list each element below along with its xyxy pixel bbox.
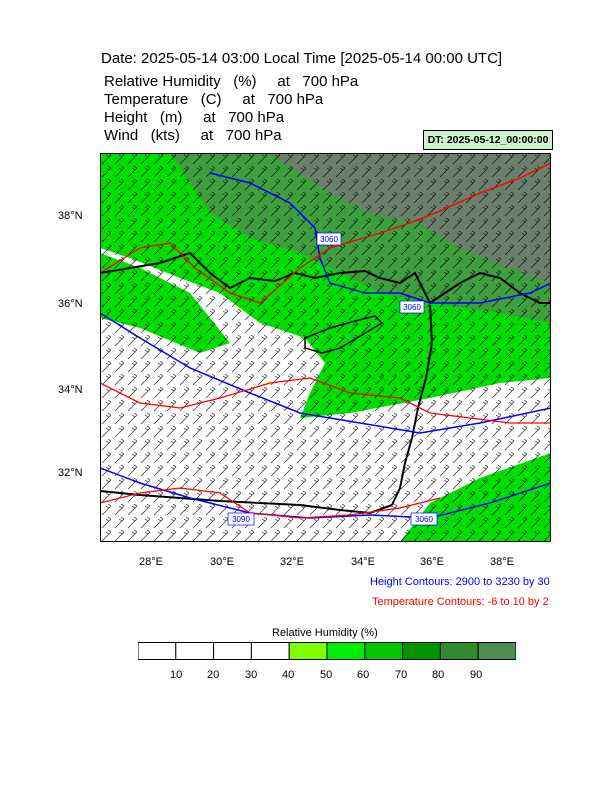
height-contour-label-1: 3060 <box>316 232 342 246</box>
lon-label-36e: 36°E <box>420 556 444 568</box>
temperature-contour-mid <box>100 377 551 424</box>
map-title: Date: 2025-05-14 03:00 Local Time [2025-… <box>101 50 503 67</box>
colorbar-swatch <box>250 642 290 660</box>
lat-label-32n: 32°N <box>58 467 83 479</box>
colorbar-swatch <box>138 642 177 660</box>
lon-label-38e: 38°E <box>490 556 514 568</box>
lon-label-32e: 32°E <box>280 556 304 568</box>
coastline-cyprus <box>304 315 384 354</box>
height-contour-label-2: 3060 <box>399 300 425 314</box>
colorbar-title: Relative Humidity (%) <box>272 627 378 639</box>
height-contour-label-3: 3090 <box>227 512 255 526</box>
variable-line-wind: Wind (kts) at 700 hPa <box>104 127 282 144</box>
colorbar-swatch <box>402 642 441 660</box>
height-contours-note: Height Contours: 2900 to 3230 by 30 <box>370 576 550 588</box>
colorbar-label-90: 90 <box>470 669 483 681</box>
colorbar-swatch <box>364 642 404 660</box>
map-frame <box>100 153 551 542</box>
wind-barbs <box>100 153 551 542</box>
svg-text:3060: 3060 <box>320 235 338 244</box>
init-time-badge: DT: 2025-05-12_00:00:00 <box>423 130 553 150</box>
colorbar-label-20: 20 <box>207 669 220 681</box>
lon-label-30e: 30°E <box>210 556 234 568</box>
coastline-turkey <box>100 251 551 305</box>
colorbar-label-40: 40 <box>282 669 295 681</box>
colorbar-swatch <box>175 642 215 660</box>
variable-line-rh: Relative Humidity (%) at 700 hPa <box>104 73 359 90</box>
coastline-levant <box>391 304 434 506</box>
variable-line-height: Height (m) at 700 hPa <box>104 109 285 126</box>
temperature-contours-note: Temperature Contours: -6 to 10 by 2 <box>372 596 549 608</box>
temperature-contour-north <box>259 162 551 304</box>
lon-label-28e: 28°E <box>139 556 163 568</box>
colorbar-swatch <box>477 642 516 660</box>
height-contour-mid <box>100 312 551 434</box>
colorbar-label-50: 50 <box>320 669 333 681</box>
colorbar-label-70: 70 <box>395 669 408 681</box>
colorbar-swatch <box>326 642 366 660</box>
lat-label-36n: 36°N <box>58 298 83 310</box>
lat-label-34n: 34°N <box>58 384 83 396</box>
svg-text:3060: 3060 <box>415 515 433 524</box>
colorbar-label-30: 30 <box>245 669 258 681</box>
colorbar-label-60: 60 <box>357 669 370 681</box>
colorbar-swatch <box>439 642 479 660</box>
colorbar <box>138 642 516 660</box>
lon-label-34e: 34°E <box>351 556 375 568</box>
colorbar-label-10: 10 <box>170 669 183 681</box>
height-contour-label-4: 3060 <box>410 512 438 526</box>
coastline-egypt <box>100 490 393 515</box>
height-contour-north <box>209 172 551 304</box>
svg-text:3060: 3060 <box>403 303 421 312</box>
variable-line-temperature: Temperature (C) at 700 hPa <box>104 91 324 108</box>
weather-map: 3060 3060 3090 3060 <box>100 153 551 542</box>
temperature-contour-north-2 <box>100 242 261 304</box>
colorbar-swatch <box>288 642 328 660</box>
colorbar-label-80: 80 <box>432 669 445 681</box>
colorbar-swatch <box>213 642 252 660</box>
lat-label-38n: 38°N <box>58 210 83 222</box>
svg-text:3090: 3090 <box>232 515 250 524</box>
